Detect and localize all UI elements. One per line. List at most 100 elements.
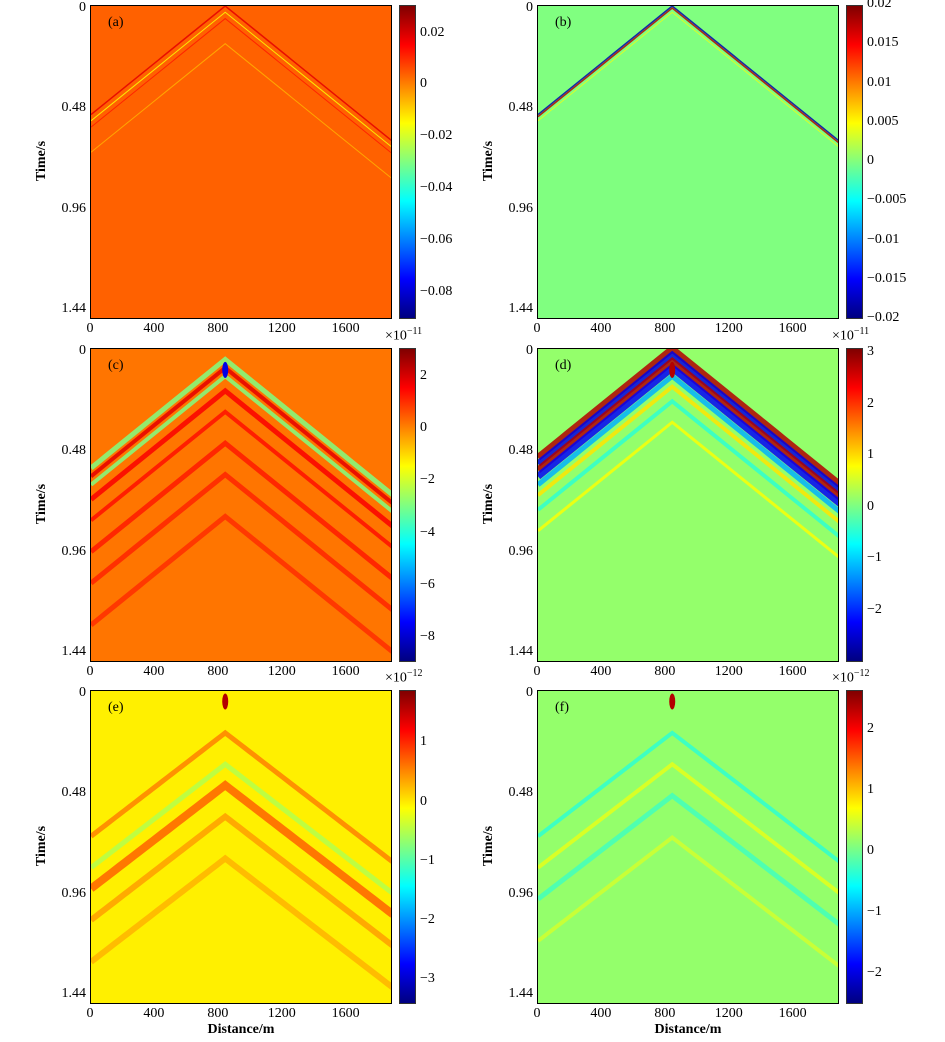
colorbar-tick-label: 0.02 (867, 0, 892, 11)
heatmap-plot (537, 690, 839, 1004)
colorbar-tick-label: 0 (420, 793, 427, 809)
x-tick-label: 0 (533, 1006, 541, 1021)
x-tick-label: 400 (590, 1006, 612, 1021)
colorbar-exponent: ×10−11 (832, 326, 870, 344)
colorbar-tick-label: 0 (867, 153, 874, 168)
wavefront-band (91, 373, 391, 513)
colorbar (846, 5, 863, 319)
heatmap-image (91, 356, 391, 654)
wavefront-band (91, 365, 391, 505)
colorbar-tick-label: 1 (420, 734, 427, 750)
wavefront-band (91, 43, 391, 179)
colorbar-tick-label: 1 (867, 781, 874, 797)
x-tick-label: 1200 (267, 1006, 296, 1021)
colorbar-exponent: ×10−11 (385, 326, 423, 344)
colorbar-tick-label: −1 (420, 852, 435, 868)
y-tick-label: 0 (79, 0, 86, 15)
x-tick-label: 400 (143, 1006, 165, 1021)
x-tick-label: 1600 (331, 664, 360, 679)
source-event (669, 361, 676, 378)
y-axis-label: Time/s (481, 825, 496, 867)
colorbar-exponent: ×10−12 (385, 668, 423, 686)
wavefront-band (538, 384, 838, 524)
x-tick-label: 1600 (778, 664, 807, 679)
wavefront-band (538, 349, 838, 488)
y-tick-label: 0.96 (61, 543, 87, 559)
colorbar-tick-label: −0.04 (420, 180, 453, 196)
wavefront-band (538, 398, 838, 538)
colorbar-tick-label: −3 (420, 971, 435, 987)
heatmap-image (538, 6, 838, 147)
colorbar-tick-label: −0.02 (867, 310, 900, 325)
colorbar-tick-label: −0.06 (420, 232, 453, 248)
colorbar-tick-label: 0 (867, 498, 874, 514)
x-axis-label: Distance/m (654, 1022, 722, 1037)
colorbar (399, 690, 416, 1004)
colorbar-tick-label: −2 (867, 601, 882, 617)
x-tick-label: 800 (207, 321, 229, 336)
wavefront-band (91, 761, 391, 896)
colorbar-tick-label: 2 (867, 395, 874, 411)
colorbar-tick-label: −1 (867, 903, 882, 919)
x-tick-label: 800 (207, 1006, 229, 1021)
wavefront-band (91, 854, 391, 991)
y-axis-label: Time/s (34, 825, 49, 867)
x-tick-label: 400 (143, 664, 165, 679)
y-tick-label: 0.48 (61, 443, 87, 459)
panel-label: (a) (108, 15, 124, 30)
y-tick-label: 0.48 (508, 785, 534, 801)
panel-label: (b) (555, 15, 572, 30)
panel-label: (e) (108, 700, 124, 715)
wavefront-band (91, 812, 391, 949)
source-event (222, 693, 229, 710)
colorbar-tick-label: 0.02 (420, 24, 445, 40)
colorbar-tick-label: −4 (420, 524, 435, 540)
colorbar-tick-label: −0.02 (420, 128, 453, 144)
colorbar-tick-label: 2 (420, 367, 427, 383)
colorbar-tick-label: 0.005 (867, 113, 899, 129)
colorbar (399, 5, 416, 319)
x-tick-label: 1200 (714, 1006, 743, 1021)
heatmap-plot (537, 5, 839, 319)
y-tick-label: 0 (79, 685, 86, 700)
colorbar-tick-label: −2 (420, 472, 435, 488)
colorbar-tick-label: 1 (867, 447, 874, 463)
colorbar-tick-label: −1 (867, 550, 882, 566)
colorbar-tick-label: 3 (867, 344, 874, 360)
panel-label: (d) (555, 358, 572, 373)
x-tick-label: 1600 (331, 321, 360, 336)
wavefront-band (91, 439, 391, 581)
x-tick-label: 800 (654, 664, 676, 679)
wavefront-band (91, 6, 391, 142)
y-tick-label: 1.44 (61, 644, 87, 660)
heatmap-plot (90, 690, 392, 1004)
x-axis-label: Distance/m (207, 1022, 275, 1037)
colorbar-tick-label: −0.01 (867, 231, 900, 247)
wavefront-band (538, 7, 838, 144)
heatmap-image (538, 349, 838, 559)
panel-label: (c) (108, 358, 124, 373)
heatmap-image (538, 693, 838, 968)
heatmap-plot (90, 5, 392, 319)
y-tick-label: 1.44 (61, 301, 87, 317)
wavefront-band (91, 356, 391, 497)
colorbar-tick-label: −0.08 (420, 284, 453, 300)
wavefront-band (538, 6, 838, 142)
colorbar-tick-label: −0.005 (867, 192, 907, 208)
y-tick-label: 0 (526, 0, 533, 15)
x-tick-label: 800 (654, 1006, 676, 1021)
colorbar-tick-label: −2 (420, 912, 435, 928)
y-tick-label: 0.96 (61, 885, 87, 901)
wavefront-band (538, 835, 838, 968)
colorbar-tick-label: −0.015 (867, 270, 907, 286)
y-axis-label: Time/s (481, 140, 496, 182)
y-tick-label: 1.44 (508, 644, 534, 660)
colorbar-tick-label: 2 (867, 720, 874, 736)
wavefront-band (538, 350, 838, 494)
heatmap-image (91, 693, 391, 991)
exponent-value: −12 (853, 668, 870, 679)
